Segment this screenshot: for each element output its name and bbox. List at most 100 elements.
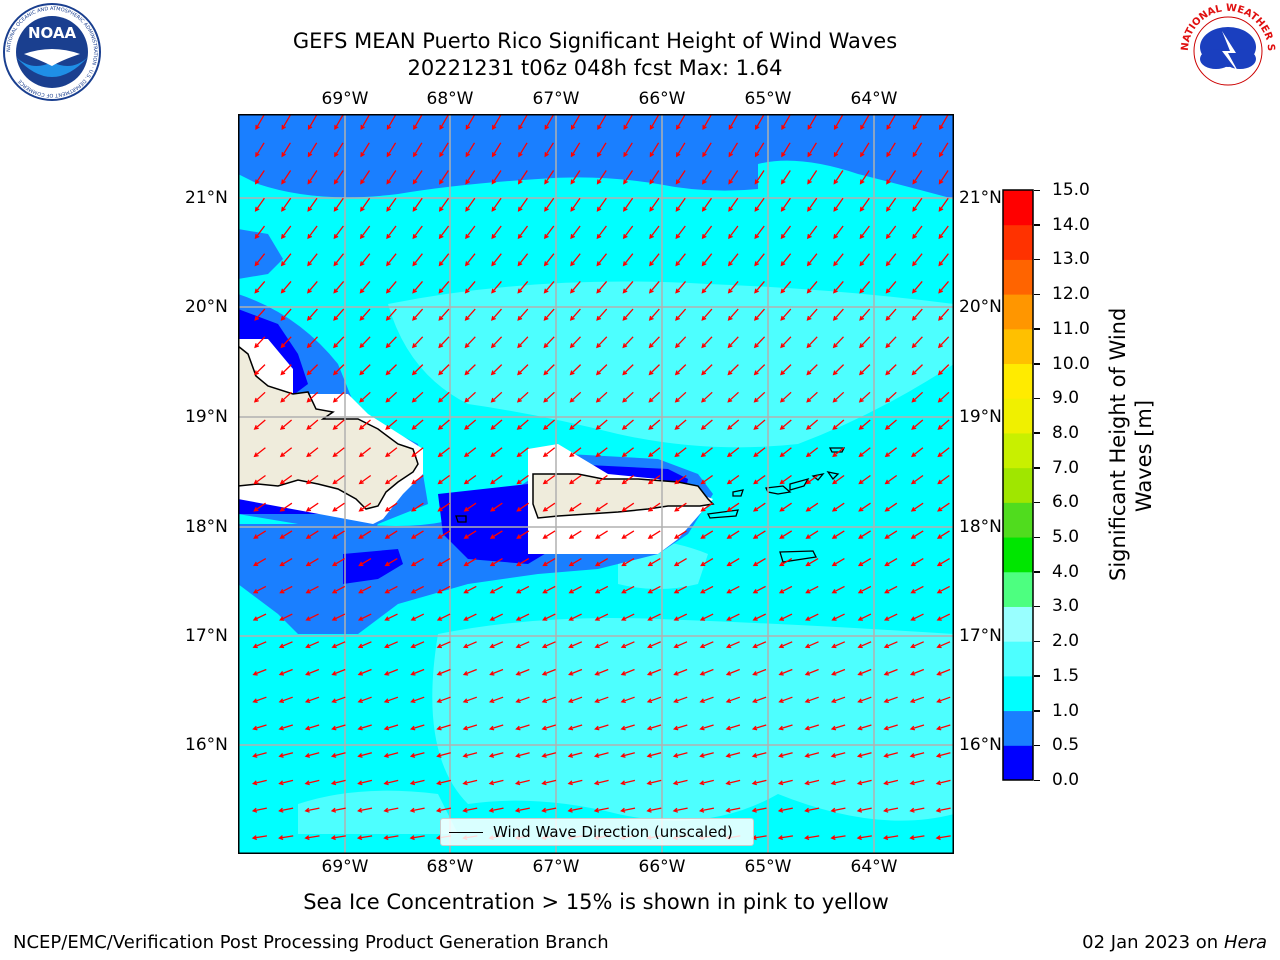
wind-wave-arrow xyxy=(648,419,661,430)
wind-wave-arrow xyxy=(385,391,398,403)
wind-wave-arrow xyxy=(780,364,792,376)
wind-wave-arrow xyxy=(780,308,792,321)
wind-wave-arrow xyxy=(831,502,845,512)
wind-wave-arrow xyxy=(675,170,686,185)
wind-wave-arrow xyxy=(307,280,318,294)
wind-wave-arrow xyxy=(885,364,897,376)
wind-wave-arrow xyxy=(359,336,371,349)
footer-credit: NCEP/EMC/Verification Post Processing Pr… xyxy=(13,932,609,953)
wind-wave-arrow xyxy=(884,530,898,539)
wind-wave-arrow xyxy=(410,530,424,539)
wind-wave-arrow xyxy=(884,502,898,512)
wind-wave-arrow xyxy=(675,253,686,267)
colorbar-segment xyxy=(1003,606,1033,642)
footer-date: 02 Jan 2023 on Hera xyxy=(1082,932,1267,953)
wind-wave-arrow xyxy=(831,558,845,567)
wind-wave-arrow xyxy=(516,391,529,403)
wind-wave-arrow xyxy=(383,668,399,676)
wind-wave-arrow xyxy=(436,724,451,731)
wind-wave-arrow xyxy=(515,752,530,758)
wind-wave-arrow xyxy=(807,142,817,158)
colorbar-tick-mark xyxy=(1034,571,1040,573)
footer-host: Hera xyxy=(1223,932,1267,953)
wind-wave-arrow xyxy=(647,502,661,512)
colorbar-tick-mark xyxy=(1034,605,1040,608)
wind-wave-arrow xyxy=(570,225,581,240)
wind-wave-arrow xyxy=(912,197,923,212)
wind-wave-arrow xyxy=(702,142,712,158)
wind-wave-arrow xyxy=(515,696,530,704)
lat-label-left: 16°N xyxy=(185,735,228,755)
colorbar-tick-label: 9.0 xyxy=(1052,388,1080,409)
wind-wave-arrow xyxy=(728,142,739,158)
wind-wave-arrow xyxy=(304,724,320,731)
wind-wave-arrow xyxy=(410,585,425,594)
wind-wave-arrow xyxy=(912,114,923,131)
wind-wave-arrow xyxy=(253,391,266,403)
wind-wave-arrow xyxy=(938,142,949,158)
wind-wave-arrow xyxy=(541,668,556,676)
wind-wave-arrow xyxy=(517,197,528,212)
wind-wave-arrow xyxy=(463,530,477,539)
wind-wave-arrow xyxy=(937,364,950,376)
wind-wave-arrow xyxy=(726,447,740,458)
wind-wave-arrow xyxy=(698,807,715,813)
colorbar-segment xyxy=(1003,467,1033,503)
wind-wave-arrow xyxy=(252,696,267,704)
wind-wave-arrow xyxy=(700,558,714,567)
wind-wave-arrow xyxy=(673,641,688,649)
colorbar-tick-label: 1.5 xyxy=(1052,665,1080,686)
wind-wave-arrow xyxy=(672,752,688,758)
wind-wave-arrow xyxy=(517,336,529,349)
wind-wave-arrow xyxy=(647,613,661,621)
wind-wave-arrow xyxy=(647,585,661,594)
colorbar-tick-label: 3.0 xyxy=(1052,596,1080,617)
wind-wave-arrow xyxy=(409,779,425,786)
wind-wave-arrow xyxy=(622,225,634,240)
wind-wave-arrow xyxy=(333,225,344,240)
wind-wave-arrow xyxy=(464,391,476,403)
wind-wave-arrow xyxy=(779,558,793,567)
wind-wave-arrow xyxy=(727,280,739,294)
wind-wave-arrow xyxy=(384,613,398,621)
wind-wave-arrow xyxy=(753,336,766,349)
wind-wave-arrow xyxy=(306,308,318,321)
wind-wave-arrow xyxy=(332,447,345,458)
wind-wave-arrow xyxy=(883,807,899,813)
wind-wave-arrow xyxy=(515,641,530,649)
wind-wave-arrow xyxy=(517,225,529,240)
wind-wave-arrow xyxy=(462,641,477,649)
wind-wave-arrow xyxy=(278,835,294,841)
wind-wave-arrow xyxy=(437,447,450,458)
wind-wave-arrow xyxy=(596,197,607,212)
wind-wave-arrow xyxy=(909,668,925,676)
wind-wave-arrow xyxy=(359,280,371,294)
wind-wave-arrow xyxy=(383,752,399,758)
wind-wave-arrow xyxy=(701,280,713,294)
wind-wave-arrow xyxy=(856,752,872,758)
wind-wave-arrow xyxy=(621,474,635,485)
lon-label-bottom: 69°W xyxy=(321,857,369,877)
wind-wave-arrow xyxy=(780,336,792,349)
wind-wave-arrow xyxy=(649,197,660,212)
wind-wave-arrow xyxy=(436,696,451,704)
wind-wave-arrow xyxy=(832,419,845,430)
lat-label-left: 20°N xyxy=(185,297,228,317)
wind-wave-arrow xyxy=(517,280,529,294)
wind-wave-arrow xyxy=(832,447,845,458)
wind-wave-arrow xyxy=(725,724,741,731)
wind-wave-arrow xyxy=(672,724,688,731)
wind-wave-arrow xyxy=(622,280,634,294)
wind-wave-arrow xyxy=(620,779,636,786)
wind-wave-arrow xyxy=(465,225,476,240)
wind-wave-arrow xyxy=(383,807,399,813)
wind-wave-arrow xyxy=(516,419,529,430)
wind-wave-arrow xyxy=(490,419,503,430)
wind-wave-arrow xyxy=(253,447,266,458)
wind-wave-arrow xyxy=(334,114,344,131)
wind-wave-arrow xyxy=(412,253,423,267)
wind-wave-arrow xyxy=(462,724,478,731)
wind-wave-arrow xyxy=(304,835,320,841)
wind-wave-arrow xyxy=(857,641,872,649)
wind-wave-arrow xyxy=(594,641,609,649)
